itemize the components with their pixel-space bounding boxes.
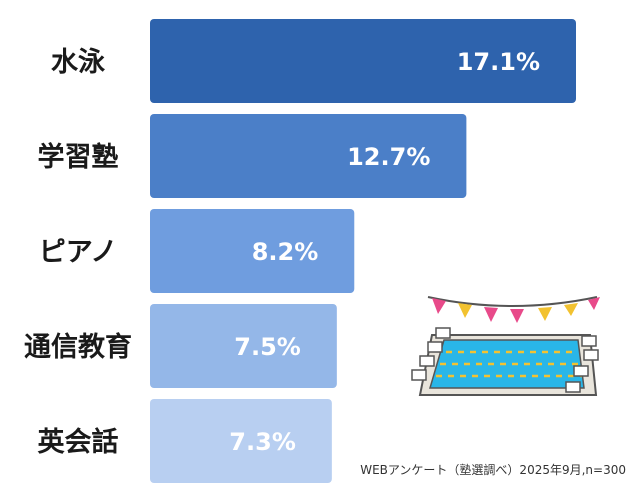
bar-1: [150, 19, 576, 103]
value-label-5: 7.3%: [229, 428, 296, 456]
bars-group: 水泳 17.1% 学習塾 12.7% ピアノ 8.2% 通信教育 7.5% 英会話 7.3%: [24, 19, 576, 483]
source-note: WEBアンケート（塾選調べ）2025年9月,n=300: [360, 463, 626, 477]
category-label-5: 英会話: [38, 426, 119, 458]
category-label-3: ピアノ: [39, 237, 118, 268]
category-label-4: 通信教育: [24, 331, 132, 363]
value-label-3: 8.2%: [252, 238, 319, 266]
pool-illustration: [411, 296, 600, 396]
value-label-4: 7.5%: [234, 333, 301, 361]
value-label-2: 12.7%: [347, 143, 430, 171]
category-label-2: 学習塾: [38, 141, 119, 173]
bar-4: [150, 304, 337, 388]
bar-3: [150, 209, 355, 293]
value-label-1: 17.1%: [457, 48, 540, 76]
category-label-1: 水泳: [51, 47, 106, 78]
bar-5: [150, 399, 332, 483]
bar-2: [150, 114, 467, 198]
